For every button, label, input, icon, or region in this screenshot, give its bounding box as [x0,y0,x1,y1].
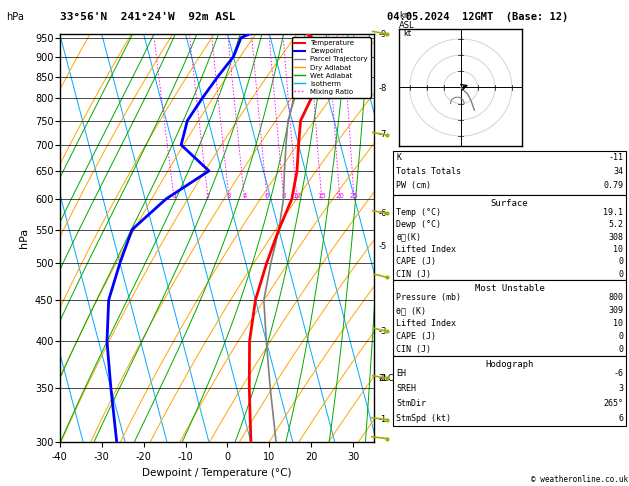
Text: Most Unstable: Most Unstable [474,284,545,294]
X-axis label: Dewpoint / Temperature (°C): Dewpoint / Temperature (°C) [142,468,292,478]
Text: 0: 0 [618,257,623,266]
Text: km
ASL: km ASL [399,11,415,30]
Text: 10: 10 [613,319,623,328]
Text: -6: -6 [613,369,623,379]
Text: -7: -7 [379,130,387,139]
Text: 2: 2 [206,193,210,199]
Legend: Temperature, Dewpoint, Parcel Trajectory, Dry Adiabat, Wet Adiabat, Isotherm, Mi: Temperature, Dewpoint, Parcel Trajectory… [292,37,370,98]
Text: -2: -2 [379,374,387,383]
Text: StmSpd (kt): StmSpd (kt) [396,414,451,423]
Text: 0: 0 [618,270,623,279]
Text: 10: 10 [292,193,301,199]
Text: 0: 0 [618,345,623,354]
Text: Temp (°C): Temp (°C) [396,208,442,217]
Text: 308: 308 [608,232,623,242]
Text: 6: 6 [265,193,269,199]
Text: 34: 34 [613,167,623,176]
Text: 0.79: 0.79 [603,181,623,191]
Text: -3: -3 [379,327,387,336]
Text: 6: 6 [618,414,623,423]
Text: θᴇ(K): θᴇ(K) [396,232,421,242]
Text: 309: 309 [608,306,623,315]
Text: EH: EH [396,369,406,379]
Text: 800: 800 [608,293,623,302]
Text: 4: 4 [242,193,247,199]
Text: -6: -6 [379,209,387,218]
Text: CIN (J): CIN (J) [396,345,431,354]
Text: K: K [396,153,401,162]
Text: Surface: Surface [491,199,528,208]
Text: 20: 20 [335,193,344,199]
Text: Lifted Index: Lifted Index [396,319,456,328]
Text: -5: -5 [379,242,387,251]
Text: -1: -1 [379,415,387,424]
Text: CAPE (J): CAPE (J) [396,332,437,341]
Text: θᴇ (K): θᴇ (K) [396,306,426,315]
Text: hPa: hPa [6,12,24,22]
Text: © weatheronline.co.uk: © weatheronline.co.uk [531,474,628,484]
Text: 5.2: 5.2 [608,220,623,229]
Text: 2LCL: 2LCL [379,374,399,383]
Text: CIN (J): CIN (J) [396,270,431,279]
Text: kt: kt [403,29,411,37]
Y-axis label: hPa: hPa [19,228,30,248]
Text: Lifted Index: Lifted Index [396,245,456,254]
Text: 265°: 265° [603,399,623,408]
Text: 10: 10 [613,245,623,254]
Text: PW (cm): PW (cm) [396,181,431,191]
Text: Hodograph: Hodograph [486,360,533,369]
Text: 33°56'N  241°24'W  92m ASL: 33°56'N 241°24'W 92m ASL [60,12,235,22]
Text: -11: -11 [608,153,623,162]
Text: StmDir: StmDir [396,399,426,408]
Text: 3: 3 [618,384,623,393]
Text: 04.05.2024  12GMT  (Base: 12): 04.05.2024 12GMT (Base: 12) [387,12,568,22]
Text: 25: 25 [350,193,359,199]
Text: 1: 1 [172,193,176,199]
Text: Totals Totals: Totals Totals [396,167,461,176]
Text: SREH: SREH [396,384,416,393]
Text: 8: 8 [282,193,286,199]
Text: -9: -9 [379,30,387,38]
Text: Dewp (°C): Dewp (°C) [396,220,442,229]
Text: CAPE (J): CAPE (J) [396,257,437,266]
Text: 15: 15 [317,193,326,199]
Text: -8: -8 [379,84,387,93]
Text: 19.1: 19.1 [603,208,623,217]
Text: Mixing Ratio  (g/kg): Mixing Ratio (g/kg) [412,197,421,279]
Text: Pressure (mb): Pressure (mb) [396,293,461,302]
Text: 0: 0 [618,332,623,341]
Text: 3: 3 [227,193,231,199]
